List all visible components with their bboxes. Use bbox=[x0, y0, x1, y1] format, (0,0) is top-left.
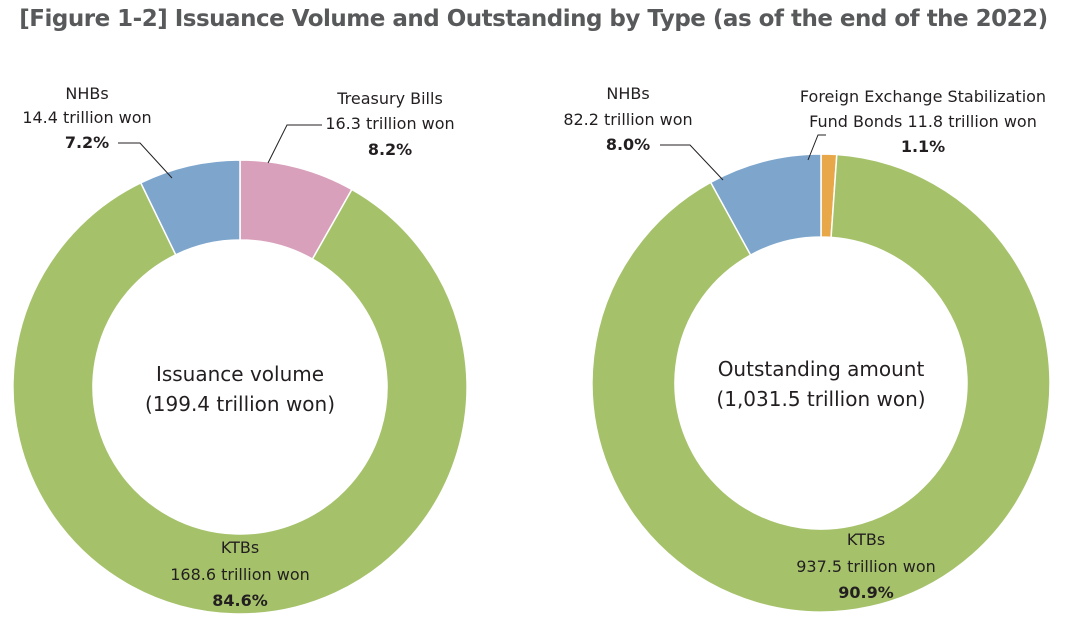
issuance-nhbs-amount: 14.4 trillion won bbox=[22, 108, 151, 127]
outstanding-ktbs-amount: 937.5 trillion won bbox=[796, 557, 936, 576]
outstanding-nhbs-percent: 8.0% bbox=[606, 135, 650, 154]
issuance-center-value: (199.4 trillion won) bbox=[145, 392, 335, 416]
outstanding-nhbs-name: NHBs bbox=[606, 84, 649, 103]
issuance-nhbs-leader-line bbox=[118, 142, 173, 179]
outstanding-center-label: Outstanding amount bbox=[718, 357, 925, 381]
figure-title: [Figure 1-2] Issuance Volume and Outstan… bbox=[19, 6, 1048, 32]
issuance-slice-ktbs bbox=[12, 181, 468, 615]
outstanding-ktbs-name: KTBs bbox=[847, 530, 885, 549]
issuance-tbills-name: Treasury Bills bbox=[336, 89, 443, 108]
issuance-tbills-amount: 16.3 trillion won bbox=[325, 114, 454, 133]
issuance-center-label: Issuance volume bbox=[156, 362, 324, 386]
outstanding-fesf-name: Foreign Exchange Stabilization bbox=[800, 87, 1046, 106]
outstanding-donut: Outstanding amount (1,031.5 trillion won… bbox=[563, 84, 1051, 613]
outstanding-slice-ktbs bbox=[591, 153, 1051, 613]
issuance-tbills-percent: 8.2% bbox=[368, 140, 412, 159]
issuance-nhbs-percent: 7.2% bbox=[65, 133, 109, 152]
outstanding-fesf-leader-line bbox=[807, 134, 826, 161]
outstanding-center-value: (1,031.5 trillion won) bbox=[716, 387, 925, 411]
issuance-ktbs-percent: 84.6% bbox=[212, 591, 268, 610]
issuance-slice-nhbs bbox=[139, 159, 241, 256]
outstanding-nhbs-amount: 82.2 trillion won bbox=[563, 110, 692, 129]
issuance-donut: Issuance volume (199.4 trillion won) NHB… bbox=[12, 84, 468, 615]
outstanding-fesf-percent: 1.1% bbox=[901, 137, 945, 156]
issuance-tbills-leader-line bbox=[267, 124, 322, 164]
outstanding-slice-nhbs bbox=[709, 153, 822, 257]
outstanding-fesf-name-line2: Fund Bonds 11.8 trillion won bbox=[809, 112, 1037, 131]
issuance-nhbs-name: NHBs bbox=[65, 84, 108, 103]
issuance-ktbs-amount: 168.6 trillion won bbox=[170, 565, 310, 584]
outstanding-nhbs-leader-line bbox=[660, 144, 724, 181]
outstanding-ktbs-percent: 90.9% bbox=[838, 583, 894, 602]
issuance-ktbs-name: KTBs bbox=[221, 538, 259, 557]
